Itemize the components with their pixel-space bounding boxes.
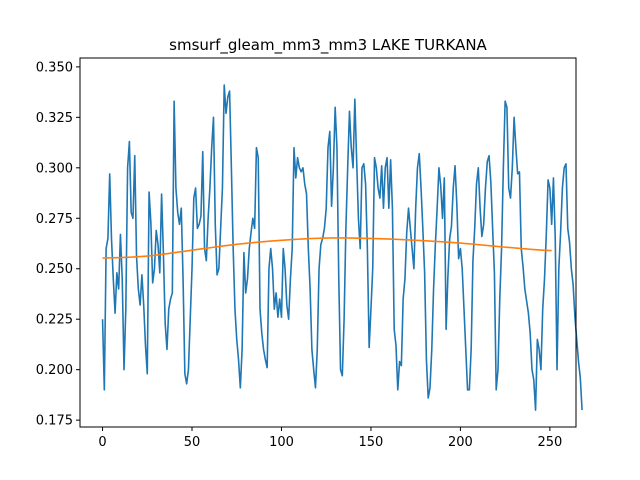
y-axis: 0.175 0.200 0.225 0.250 0.275 0.300 0.325 0.350 bbox=[36, 60, 80, 429]
x-tick-label: 100 bbox=[269, 435, 294, 450]
x-tick-label: 0 bbox=[98, 435, 106, 450]
x-tick-label: 200 bbox=[448, 435, 473, 450]
y-tick-label: 0.175 bbox=[36, 414, 73, 429]
series-line-trend bbox=[102, 237, 552, 259]
chart-title: smsurf_gleam_mm3_mm3 LAKE TURKANA bbox=[169, 36, 487, 55]
y-tick-label: 0.300 bbox=[36, 161, 73, 176]
x-tick-label: 50 bbox=[184, 435, 201, 450]
plot-area bbox=[79, 57, 583, 428]
series-line-observed bbox=[101, 84, 583, 411]
y-tick-label: 0.275 bbox=[36, 212, 73, 227]
y-tick-label: 0.250 bbox=[36, 262, 73, 277]
y-tick-label: 0.350 bbox=[36, 60, 73, 75]
y-tick-label: 0.325 bbox=[36, 111, 73, 126]
x-tick-label: 150 bbox=[359, 435, 384, 450]
series-layer bbox=[101, 84, 583, 411]
y-tick-label: 0.225 bbox=[36, 313, 73, 328]
y-tick-label: 0.200 bbox=[36, 363, 73, 378]
x-tick-label: 250 bbox=[537, 435, 562, 450]
plot-frame bbox=[79, 57, 577, 428]
x-axis: 0 50 100 150 200 250 bbox=[98, 427, 562, 450]
